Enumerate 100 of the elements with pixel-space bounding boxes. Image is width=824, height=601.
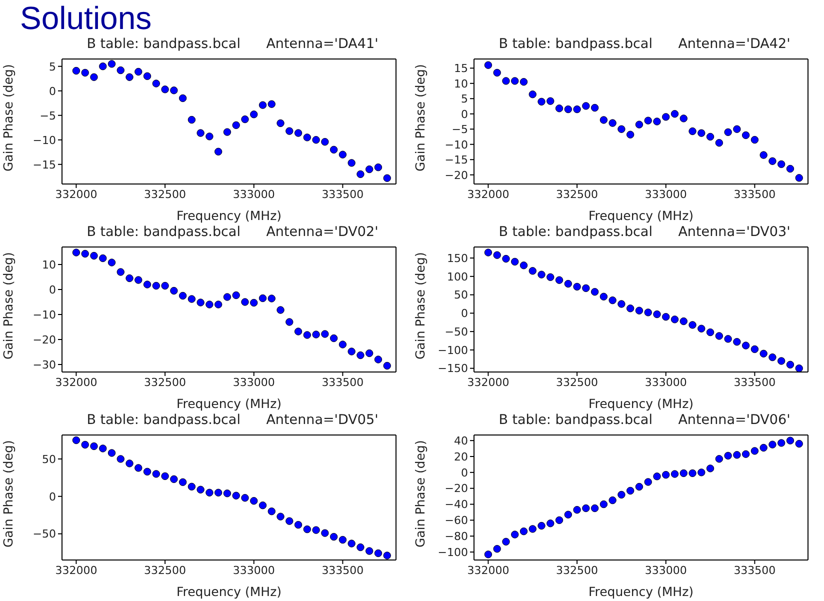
point	[214, 300, 222, 308]
y-axis-title: Gain Phase (deg)	[0, 440, 16, 548]
y-tick-label: −150	[438, 362, 468, 376]
x-axis-title: Frequency (MHz)	[588, 396, 694, 411]
point	[502, 254, 510, 263]
point	[768, 157, 776, 165]
point	[768, 353, 776, 362]
x-tick-label: 332000	[55, 376, 98, 389]
y-tick-label: −50	[32, 528, 56, 541]
point	[338, 536, 347, 544]
point	[356, 351, 364, 360]
point	[520, 262, 528, 270]
point	[321, 330, 329, 338]
chart-title: B table: bandpass.bcal Antenna='DV05'	[86, 412, 380, 428]
y-tick-label: 50	[42, 452, 56, 466]
point	[688, 469, 696, 478]
point	[276, 512, 284, 520]
point	[81, 250, 89, 258]
x-tick-label: 333500	[734, 564, 776, 577]
point	[786, 360, 794, 368]
point	[715, 455, 724, 463]
y-tick-label: −80	[444, 530, 468, 544]
point	[206, 300, 214, 308]
point	[511, 258, 519, 266]
point	[90, 73, 98, 81]
point	[698, 129, 706, 137]
point	[383, 552, 391, 560]
point	[618, 125, 626, 133]
point	[688, 321, 696, 329]
point	[528, 267, 536, 275]
x-tick-label: 332000	[467, 376, 510, 389]
x-tick-label: 332500	[144, 376, 186, 389]
y-axis-title: Gain Phase (deg)	[412, 64, 428, 172]
point	[680, 317, 688, 326]
point	[170, 286, 178, 295]
chart-title: B table: bandpass.bcal Antenna='DV06'	[498, 412, 792, 428]
point	[760, 350, 768, 358]
point	[116, 455, 124, 463]
y-tick-label: −30	[32, 358, 56, 372]
point	[590, 504, 599, 512]
y-tick-label: 5	[461, 92, 468, 106]
y-tick-label: −20	[32, 333, 56, 346]
y-tick-label: 10	[42, 258, 56, 272]
point	[564, 280, 572, 288]
point	[178, 292, 187, 300]
point	[170, 86, 178, 94]
point	[72, 436, 80, 444]
point	[733, 451, 741, 459]
point	[484, 248, 492, 256]
point	[99, 444, 107, 452]
point	[600, 116, 608, 124]
point	[126, 274, 134, 282]
point	[670, 470, 679, 478]
point	[241, 298, 249, 306]
point	[600, 292, 608, 300]
x-axis-title: Frequency (MHz)	[176, 396, 282, 411]
point	[374, 549, 382, 558]
point	[178, 94, 187, 102]
point	[546, 97, 554, 105]
point	[653, 472, 661, 480]
y-tick-label: 50	[454, 288, 468, 302]
y-tick-label: 0	[49, 84, 56, 98]
y-tick-label: −40	[444, 498, 468, 512]
point	[286, 517, 294, 525]
point	[250, 298, 258, 307]
point	[356, 543, 364, 552]
point	[303, 134, 312, 142]
point	[241, 115, 249, 124]
point	[143, 468, 152, 476]
chart-title: B table: bandpass.bcal Antenna='DA42'	[498, 36, 792, 52]
point	[778, 439, 786, 447]
y-tick-label: −5	[452, 123, 468, 136]
y-tick-label: −10	[444, 138, 468, 152]
point	[188, 482, 196, 490]
point	[564, 105, 572, 114]
point	[493, 251, 501, 259]
point	[126, 460, 134, 468]
x-tick-label: 333000	[232, 188, 275, 201]
point	[366, 165, 374, 174]
point	[134, 464, 142, 472]
x-tick-label: 333500	[322, 188, 364, 201]
point	[538, 270, 546, 278]
point	[484, 61, 492, 69]
chart-title: B table: bandpass.bcal Antenna='DV03'	[498, 224, 792, 240]
y-tick-label: −10	[32, 308, 56, 322]
point	[383, 174, 391, 182]
point	[72, 66, 80, 75]
point	[116, 268, 124, 276]
point	[312, 330, 320, 338]
point	[214, 488, 222, 496]
point	[742, 450, 750, 458]
point	[321, 138, 329, 146]
x-tick-label: 332000	[55, 564, 98, 577]
point	[258, 502, 267, 510]
y-axis-title: Gain Phase (deg)	[412, 252, 428, 360]
point	[786, 164, 794, 173]
point	[662, 470, 670, 479]
point	[653, 118, 661, 126]
point	[108, 60, 116, 68]
x-tick-label: 333500	[322, 564, 364, 577]
